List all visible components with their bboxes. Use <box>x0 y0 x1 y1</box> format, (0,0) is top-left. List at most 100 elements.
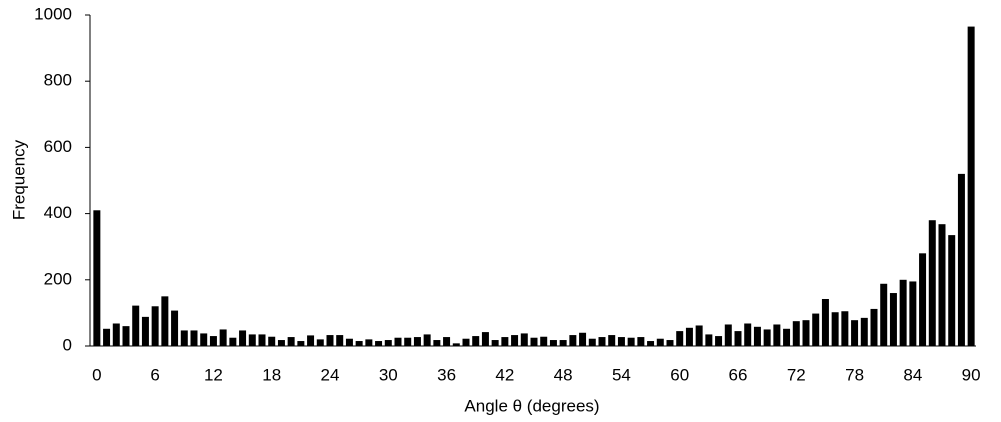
bar <box>452 343 460 346</box>
bar <box>744 323 752 346</box>
bar <box>831 312 839 346</box>
bar <box>802 320 810 346</box>
bar <box>841 311 849 346</box>
bar <box>355 341 363 346</box>
y-tick-label: 200 <box>44 269 72 288</box>
x-axis-title: Angle θ (degrees) <box>464 396 599 415</box>
bar <box>676 331 684 346</box>
bar <box>763 329 771 346</box>
bar <box>588 338 596 346</box>
x-tick-label: 48 <box>554 365 573 384</box>
bar <box>112 323 120 346</box>
bar <box>530 337 538 346</box>
bar <box>307 335 315 346</box>
x-tick-label: 84 <box>903 365 922 384</box>
bar <box>520 333 528 346</box>
bar <box>413 337 421 346</box>
bar <box>326 335 334 346</box>
bar <box>423 334 431 346</box>
bar <box>715 336 723 346</box>
bar <box>180 330 188 346</box>
bar <box>647 341 655 346</box>
x-tick-label: 90 <box>962 365 981 384</box>
bar <box>870 308 878 346</box>
x-tick-label: 24 <box>321 365 340 384</box>
bar <box>656 338 664 346</box>
bar <box>598 337 606 346</box>
bar <box>248 334 256 346</box>
bar <box>608 335 616 346</box>
bar <box>957 173 965 346</box>
bar <box>928 220 936 346</box>
bar <box>481 332 489 346</box>
bar <box>637 337 645 346</box>
x-tick-label: 30 <box>379 365 398 384</box>
bar <box>967 26 975 347</box>
bar <box>277 340 285 346</box>
x-tick-label: 6 <box>150 365 159 384</box>
x-tick-label: 42 <box>495 365 514 384</box>
y-tick-label: 0 <box>63 335 72 354</box>
bar <box>540 336 548 346</box>
bar <box>171 310 179 346</box>
bar <box>122 326 130 346</box>
bar <box>384 340 392 346</box>
x-tick-label: 78 <box>845 365 864 384</box>
bar <box>268 336 276 346</box>
bar <box>549 340 557 346</box>
bar <box>161 296 169 346</box>
bar <box>239 330 247 346</box>
bar <box>141 316 149 346</box>
bar <box>219 329 227 346</box>
bar <box>919 253 927 346</box>
bar <box>297 341 305 346</box>
bar <box>511 335 519 346</box>
bar <box>151 306 159 346</box>
bar <box>666 340 674 346</box>
bar <box>899 279 907 346</box>
bar <box>773 324 781 346</box>
bar <box>724 324 732 346</box>
bar <box>617 337 625 346</box>
bar <box>375 341 383 346</box>
bar <box>93 210 101 346</box>
y-axis-title: Frequency <box>9 139 28 220</box>
bar <box>705 334 713 346</box>
bar <box>258 334 266 346</box>
bar <box>792 321 800 346</box>
bar <box>472 336 480 346</box>
bar <box>812 313 820 346</box>
bar <box>433 340 441 346</box>
x-tick-label: 66 <box>729 365 748 384</box>
bar <box>948 235 956 346</box>
bar <box>627 337 635 346</box>
bar <box>569 335 577 346</box>
bar <box>462 338 470 346</box>
bar <box>685 327 693 346</box>
bar <box>753 326 761 346</box>
bar <box>579 332 587 346</box>
bar <box>695 325 703 346</box>
bar <box>889 293 897 346</box>
bar <box>734 331 742 346</box>
bar <box>316 339 324 346</box>
bar <box>491 340 499 346</box>
bar <box>336 335 344 346</box>
bar <box>909 281 917 346</box>
bar <box>209 336 217 346</box>
bar <box>501 337 509 346</box>
bar <box>365 339 373 346</box>
bar <box>783 328 791 346</box>
y-tick-label: 800 <box>44 71 72 90</box>
bar <box>443 337 451 346</box>
bar <box>103 328 111 346</box>
bar <box>394 337 402 346</box>
x-tick-label: 36 <box>437 365 456 384</box>
bar <box>559 340 567 346</box>
x-tick-label: 18 <box>262 365 281 384</box>
x-tick-label: 12 <box>204 365 223 384</box>
bar <box>851 320 859 346</box>
bar <box>200 333 208 346</box>
bar <box>938 224 946 346</box>
